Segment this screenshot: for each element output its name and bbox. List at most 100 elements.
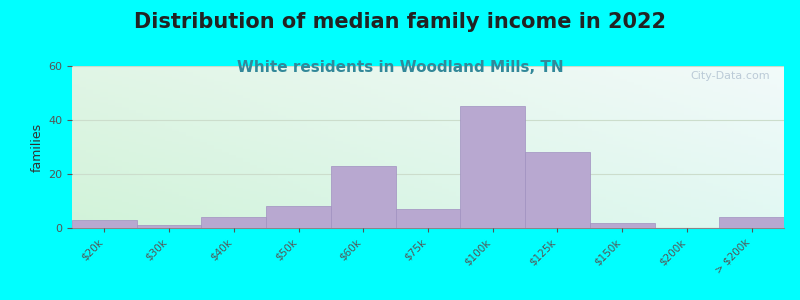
Bar <box>428 137 435 139</box>
Bar <box>207 215 214 217</box>
Bar <box>606 121 613 123</box>
Bar <box>642 171 649 173</box>
Bar <box>257 89 264 90</box>
Bar <box>321 150 328 152</box>
Bar <box>450 196 457 197</box>
Bar <box>406 139 414 140</box>
Bar <box>713 103 720 105</box>
Bar <box>749 176 755 178</box>
Bar <box>378 207 386 208</box>
Bar <box>470 74 478 76</box>
Bar <box>627 176 634 178</box>
Bar <box>393 124 399 126</box>
Bar <box>470 115 478 116</box>
Bar <box>478 189 485 191</box>
Bar <box>207 225 214 226</box>
Bar <box>200 154 207 155</box>
Bar <box>514 220 521 221</box>
Bar <box>165 124 172 126</box>
Bar <box>428 76 435 77</box>
Bar <box>378 95 386 97</box>
Bar <box>549 76 556 77</box>
Bar <box>172 129 179 131</box>
Bar <box>143 170 150 171</box>
Bar <box>485 89 492 90</box>
Bar <box>72 150 79 152</box>
Bar <box>94 102 101 103</box>
Bar <box>406 97 414 98</box>
Bar <box>620 66 627 68</box>
Bar <box>150 110 158 111</box>
Bar <box>414 113 421 115</box>
Bar <box>357 73 364 74</box>
Bar <box>549 218 556 220</box>
Bar <box>563 186 570 188</box>
Bar <box>755 108 762 110</box>
Bar <box>314 76 322 77</box>
Bar <box>470 199 478 200</box>
Bar <box>698 131 706 132</box>
Bar <box>599 136 606 137</box>
Bar <box>592 163 599 165</box>
Bar <box>599 85 606 87</box>
Bar <box>222 181 229 183</box>
Bar <box>406 81 414 82</box>
Bar <box>414 175 421 176</box>
Bar <box>406 215 414 217</box>
Bar <box>236 105 243 106</box>
Bar <box>428 146 435 147</box>
Bar <box>386 105 393 106</box>
Bar <box>691 183 698 184</box>
Bar <box>777 108 784 110</box>
Bar <box>691 84 698 85</box>
Bar <box>393 90 399 92</box>
Bar <box>755 113 762 115</box>
Bar <box>114 189 122 191</box>
Bar <box>94 129 101 131</box>
Bar <box>257 108 264 110</box>
Bar <box>271 90 278 92</box>
Bar <box>364 179 371 181</box>
Bar <box>406 163 414 165</box>
Bar <box>143 179 150 181</box>
Bar <box>578 175 585 176</box>
Bar <box>770 119 777 121</box>
Bar <box>107 202 114 204</box>
Bar <box>435 87 442 89</box>
Bar <box>485 131 492 132</box>
Bar <box>335 178 342 179</box>
Bar <box>229 79 236 81</box>
Bar <box>485 154 492 155</box>
Bar <box>257 194 264 196</box>
Bar <box>122 148 129 150</box>
Bar <box>549 103 556 105</box>
Bar <box>399 146 406 147</box>
Bar <box>613 218 620 220</box>
Bar <box>72 73 79 74</box>
Bar <box>314 173 322 175</box>
Bar <box>86 136 94 137</box>
Bar <box>485 115 492 116</box>
Bar <box>101 68 107 69</box>
Bar <box>684 102 691 103</box>
Bar <box>378 89 386 90</box>
Bar <box>521 89 528 90</box>
Bar <box>549 162 556 163</box>
Bar <box>556 121 563 123</box>
Bar <box>357 90 364 92</box>
Bar <box>613 181 620 183</box>
Bar <box>762 102 770 103</box>
Bar <box>278 176 286 178</box>
Bar <box>435 113 442 115</box>
Bar <box>563 134 570 136</box>
Bar <box>549 131 556 132</box>
Bar <box>620 116 627 118</box>
Bar <box>122 118 129 119</box>
Bar <box>649 184 656 186</box>
Bar <box>186 76 193 77</box>
Bar <box>634 171 642 173</box>
Bar <box>656 74 663 76</box>
Bar <box>193 108 200 110</box>
Bar <box>250 144 257 146</box>
Bar <box>492 170 499 171</box>
